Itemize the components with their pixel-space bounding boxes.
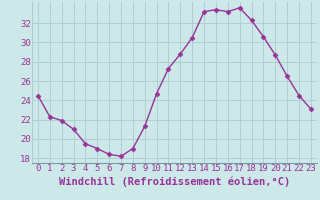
X-axis label: Windchill (Refroidissement éolien,°C): Windchill (Refroidissement éolien,°C) — [59, 176, 290, 187]
